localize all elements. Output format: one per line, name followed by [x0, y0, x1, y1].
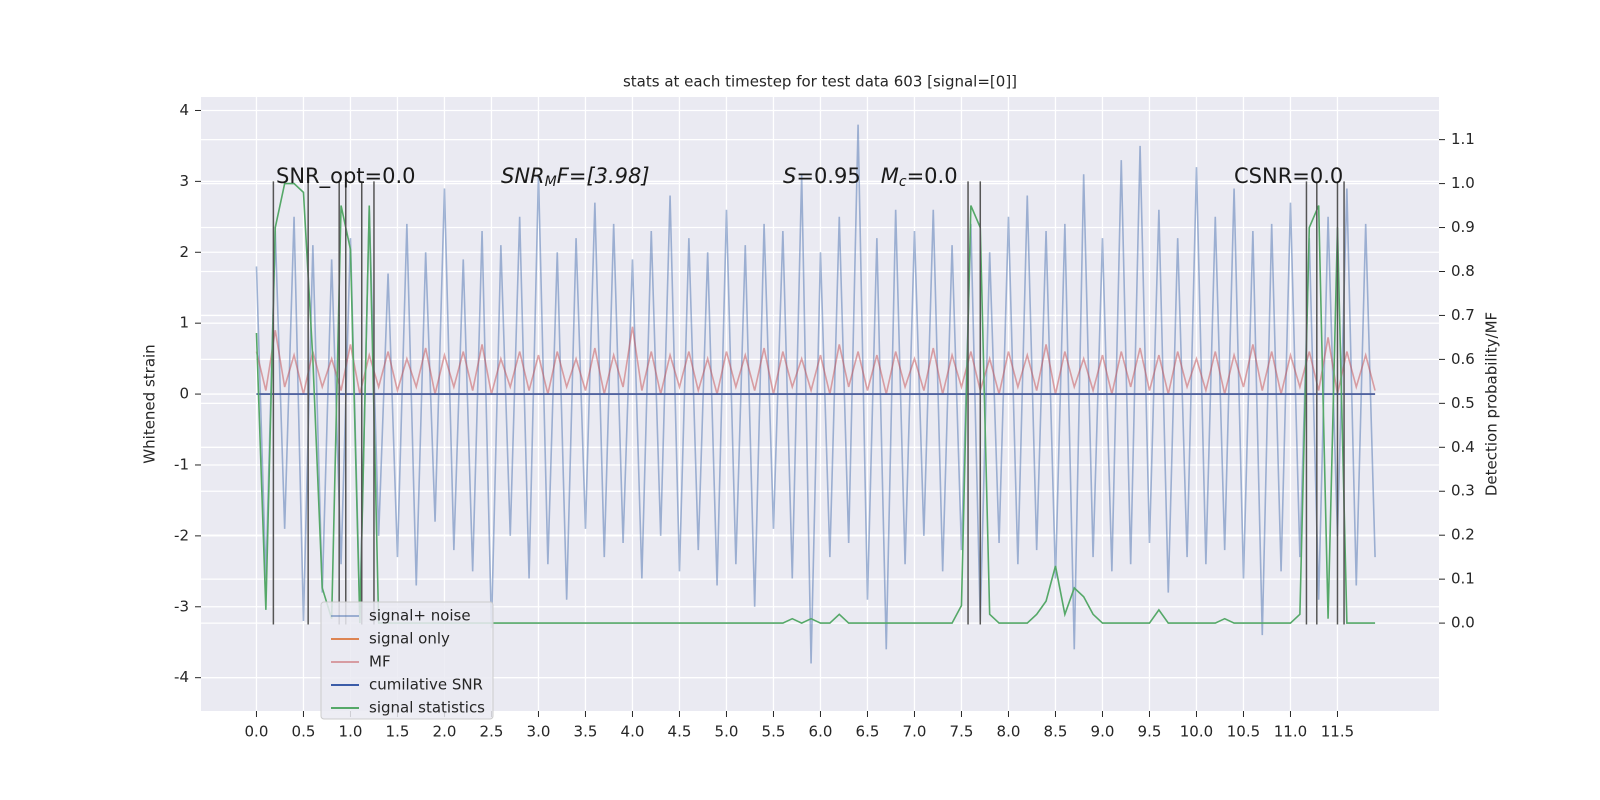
x-tick-label: 1.0: [339, 723, 363, 741]
axes: -4 -3 -2 -1 0 1 2 3 4 0.0 0.1 0.2 0.3 0.4 0.5 0.6 0.7 0.8…: [174, 101, 1475, 741]
y2-axis-label: Detection probability/MF: [1483, 312, 1501, 496]
annotation-text: F=[3.98]: [557, 164, 650, 188]
x-tick-label: 2.5: [480, 723, 504, 741]
y2-tick-label: 0.8: [1451, 262, 1475, 280]
y2-tick-label: 0.0: [1451, 614, 1475, 632]
marks: [255, 124, 1376, 664]
x-tick-label: 0.0: [245, 723, 269, 741]
y-axis-label: Whitened strain: [141, 344, 159, 463]
x-tick-label: 5.5: [762, 723, 786, 741]
series-line: [255, 326, 1376, 395]
x-tick-label: 11.5: [1321, 723, 1354, 741]
annotation: CSNR=0.0: [1234, 164, 1343, 188]
x-tick-label: 7.5: [950, 723, 974, 741]
annotation-text: SNR: [501, 164, 545, 188]
y-tick-label: 3: [179, 172, 189, 190]
legend-label: cumilative SNR: [369, 676, 483, 694]
chart-title: stats at each timestep for test data 603…: [623, 73, 1017, 91]
y2-tick-label: 0.2: [1451, 526, 1475, 544]
x-tick-label: 7.0: [903, 723, 927, 741]
x-tick-label: 0.5: [292, 723, 316, 741]
y-tick-label: -1: [174, 455, 189, 473]
x-tick-label: 4.5: [668, 723, 692, 741]
annotation-text: CSNR=0.0: [1234, 164, 1343, 188]
x-tick-label: 8.5: [1044, 723, 1068, 741]
y2-tick-label: 0.1: [1451, 570, 1475, 588]
y2-tick-label: 0.6: [1451, 350, 1475, 368]
x-tick-label: 3.0: [527, 723, 551, 741]
y-tick-label: 4: [179, 101, 189, 119]
annotation: SNRMF=[3.98]: [501, 164, 650, 190]
x-tick-label: 9.5: [1138, 723, 1162, 741]
legend-label: signal only: [369, 630, 450, 648]
legend: signal+ noise signal only MF cumilative SNR…: [320, 601, 494, 720]
annotation-text: S: [783, 164, 796, 188]
series-line: [255, 124, 1376, 664]
legend-box: [320, 601, 494, 720]
y2-tick-label: 0.4: [1451, 438, 1475, 456]
x-tick-label: 1.5: [386, 723, 410, 741]
annotation-text: =0.0: [907, 164, 958, 188]
annotation: S=0.95 Mc=0.0: [783, 164, 958, 190]
y-tick-label: -4: [174, 668, 189, 686]
annotation-text: SNR_opt=0.0: [276, 164, 416, 189]
x-tick-label: 10.0: [1180, 723, 1213, 741]
x-tick-label: 11.0: [1274, 723, 1307, 741]
annotation-text: =0.95: [796, 164, 880, 188]
y2-tick-label: 1.0: [1451, 174, 1475, 192]
legend-label: signal+ noise: [369, 607, 471, 625]
y2-tick-label: 0.7: [1451, 306, 1475, 324]
y-tick-label: -3: [174, 597, 189, 615]
y2-tick-label: 1.1: [1451, 130, 1475, 148]
annotation-text: c: [899, 174, 907, 190]
y-tick-label: -2: [174, 526, 189, 544]
y-tick-label: 2: [179, 243, 189, 261]
legend-label: MF: [369, 653, 391, 671]
x-tick-label: 10.5: [1227, 723, 1260, 741]
x-tick-label: 2.0: [433, 723, 457, 741]
x-tick-label: 4.0: [621, 723, 645, 741]
x-tick-label: 6.0: [809, 723, 833, 741]
x-tick-label: 9.0: [1091, 723, 1115, 741]
y2-tick-label: 0.9: [1451, 218, 1475, 236]
legend-label: signal statistics: [369, 699, 485, 717]
annotation-text: M: [545, 174, 557, 190]
annotation: SNR_opt=0.0: [276, 164, 416, 189]
y2-tick-label: 0.5: [1451, 394, 1475, 412]
x-tick-label: 5.0: [715, 723, 739, 741]
annotation-text: M: [881, 164, 899, 188]
y-tick-label: 0: [179, 385, 189, 403]
x-tick-label: 3.5: [574, 723, 598, 741]
y-tick-label: 1: [179, 314, 189, 332]
x-tick-label: 8.0: [997, 723, 1021, 741]
x-tick-label: 6.5: [856, 723, 880, 741]
y2-tick-label: 0.3: [1451, 482, 1475, 500]
